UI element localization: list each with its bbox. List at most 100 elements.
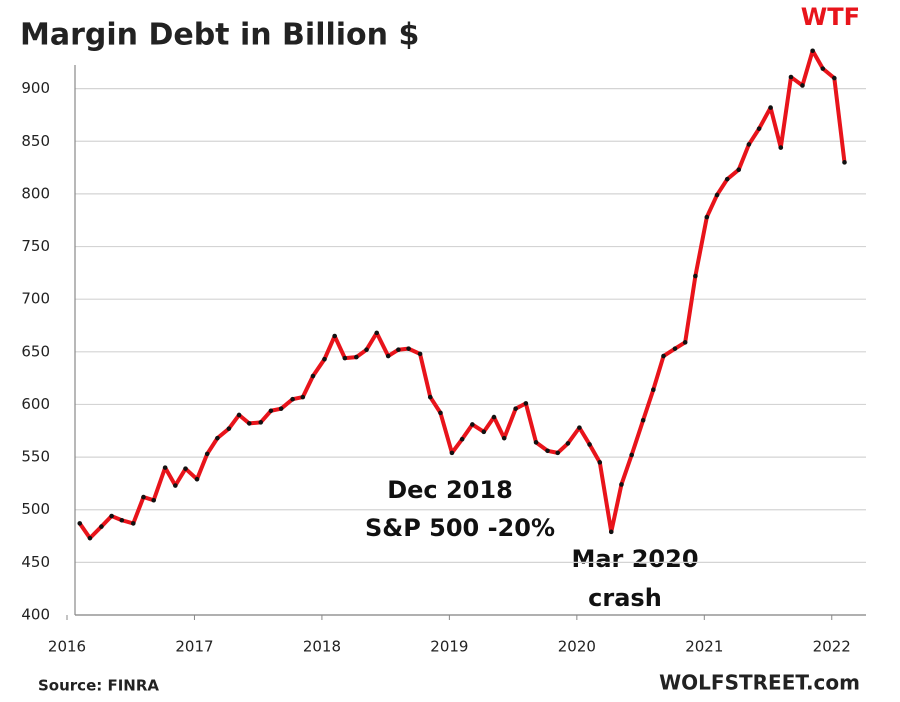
data-point	[427, 394, 433, 400]
data-point	[385, 353, 391, 359]
data-point	[374, 330, 380, 336]
data-point	[396, 347, 401, 353]
data-point	[778, 145, 784, 150]
y-tick-label: 400	[21, 606, 50, 624]
x-tick-label: 2022	[813, 638, 851, 656]
y-tick-label: 650	[21, 342, 50, 360]
annotation: WTF	[801, 3, 860, 31]
data-point	[788, 74, 794, 80]
data-point	[162, 465, 168, 470]
x-tick-label: 2021	[685, 638, 723, 656]
data-point	[555, 450, 561, 456]
data-point	[417, 351, 423, 357]
annotation: S&P 500 -20%	[365, 514, 555, 542]
x-tick-label: 2019	[430, 638, 468, 656]
annotation: Mar 2020	[571, 545, 698, 573]
y-tick-label: 750	[21, 237, 50, 255]
data-point	[724, 176, 730, 182]
x-tick-label: 2018	[303, 638, 341, 656]
data-point	[597, 460, 603, 465]
data-point	[226, 426, 232, 431]
data-point	[77, 521, 83, 526]
data-point	[141, 494, 146, 500]
data-point	[842, 160, 847, 165]
data-point	[661, 353, 666, 359]
y-tick-label: 700	[21, 290, 50, 308]
data-point	[651, 387, 656, 393]
data-point	[322, 356, 327, 362]
data-point	[682, 340, 688, 345]
data-point	[577, 425, 582, 430]
credit: WOLFSTREET.com	[659, 671, 860, 695]
data-point	[87, 535, 93, 541]
data-point	[756, 126, 762, 131]
data-point	[629, 452, 634, 458]
y-tick-label: 550	[21, 448, 50, 466]
data-point	[204, 451, 210, 457]
data-point	[746, 142, 752, 147]
data-point	[342, 355, 348, 361]
data-point	[810, 48, 815, 54]
data-point	[736, 167, 742, 172]
data-point	[832, 75, 837, 81]
data-point	[173, 483, 178, 488]
data-point	[151, 497, 156, 503]
data-point	[523, 401, 529, 406]
data-point	[449, 450, 455, 456]
data-point	[119, 517, 125, 523]
data-point	[714, 192, 720, 198]
data-point	[640, 417, 646, 423]
data-point	[587, 442, 592, 447]
chart-title: Margin Debt in Billion $	[20, 18, 419, 53]
y-tick-label: 800	[21, 184, 50, 202]
x-tick-label: 2017	[175, 638, 213, 656]
data-point	[109, 513, 114, 519]
y-tick-label: 900	[21, 79, 50, 97]
data-point	[300, 394, 306, 400]
data-point	[565, 441, 571, 446]
data-point	[332, 333, 337, 339]
data-point	[215, 435, 220, 441]
data-point	[501, 435, 507, 441]
y-tick-label: 450	[21, 553, 50, 571]
y-tick-label: 850	[21, 132, 50, 150]
data-point	[800, 83, 805, 88]
data-point	[364, 347, 369, 353]
data-point	[278, 406, 284, 411]
annotation: crash	[588, 584, 662, 612]
data-point	[704, 214, 710, 220]
source: Source: FINRA	[38, 677, 159, 695]
data-point	[406, 346, 411, 351]
data-point	[99, 524, 104, 529]
data-point	[183, 466, 188, 471]
data-point	[130, 521, 136, 526]
data-line	[78, 48, 847, 541]
y-tick-label: 500	[21, 500, 50, 518]
data-point	[608, 529, 614, 535]
data-point	[619, 482, 624, 487]
y-tick-label: 600	[21, 395, 50, 413]
data-point	[290, 396, 295, 402]
data-point	[481, 429, 487, 435]
data-point	[459, 436, 465, 442]
data-point	[768, 105, 773, 110]
data-point	[258, 420, 264, 425]
data-point	[693, 273, 698, 279]
data-point	[246, 421, 252, 426]
annotation: Dec 2018	[387, 476, 513, 504]
data-point	[672, 346, 678, 351]
x-tick-label: 2016	[48, 638, 86, 656]
data-point	[491, 414, 497, 420]
data-point	[470, 422, 475, 427]
data-point	[513, 406, 518, 411]
x-tick-label: 2020	[558, 638, 596, 656]
data-point	[533, 440, 539, 445]
data-point	[820, 66, 826, 71]
data-point	[545, 448, 550, 454]
data-point	[310, 373, 316, 379]
data-point	[236, 412, 242, 418]
data-point	[354, 354, 359, 360]
data-point	[268, 408, 274, 414]
data-point	[438, 410, 443, 416]
